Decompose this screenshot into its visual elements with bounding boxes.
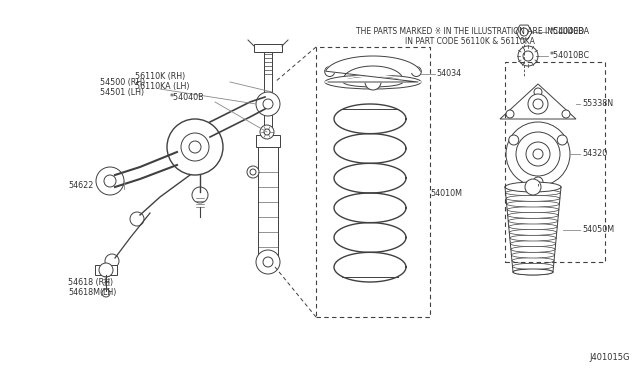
Ellipse shape (510, 235, 556, 241)
Circle shape (562, 110, 570, 118)
Ellipse shape (513, 269, 553, 275)
Ellipse shape (513, 269, 553, 275)
Polygon shape (500, 84, 576, 119)
Circle shape (167, 119, 223, 175)
Circle shape (264, 129, 270, 135)
Polygon shape (325, 56, 421, 82)
Text: THE PARTS MARKED ※ IN THE ILLUSTRATION ARE INCLUDED
IN PART CODE 56110K & 56110K: THE PARTS MARKED ※ IN THE ILLUSTRATION A… (356, 27, 584, 46)
Circle shape (250, 169, 256, 175)
Text: 54501 (LH): 54501 (LH) (100, 89, 144, 97)
Ellipse shape (325, 75, 421, 89)
Circle shape (256, 92, 280, 116)
Ellipse shape (509, 224, 557, 230)
Circle shape (260, 125, 274, 139)
Ellipse shape (508, 212, 558, 218)
Circle shape (365, 74, 381, 90)
Ellipse shape (509, 229, 557, 235)
Ellipse shape (511, 252, 555, 258)
Circle shape (506, 110, 514, 118)
Circle shape (509, 135, 519, 145)
Text: 54034: 54034 (436, 70, 461, 78)
Circle shape (263, 99, 273, 109)
Circle shape (96, 167, 124, 195)
Circle shape (516, 132, 560, 176)
Circle shape (130, 212, 144, 226)
Circle shape (523, 51, 533, 61)
Bar (256, 135, 280, 147)
Circle shape (247, 166, 259, 178)
Circle shape (533, 149, 543, 159)
Ellipse shape (511, 246, 555, 252)
Text: *54010BC: *54010BC (550, 51, 590, 61)
Ellipse shape (507, 207, 559, 213)
Text: 54010M: 54010M (430, 189, 462, 198)
Bar (254, 44, 282, 52)
Circle shape (256, 250, 280, 274)
Circle shape (557, 135, 567, 145)
Circle shape (518, 46, 538, 66)
Circle shape (104, 175, 116, 187)
Bar (95, 265, 117, 275)
Ellipse shape (507, 201, 559, 207)
Text: 55338N: 55338N (582, 99, 613, 109)
Ellipse shape (512, 258, 554, 264)
Text: *54040BA: *54040BA (550, 28, 590, 36)
Ellipse shape (510, 241, 556, 247)
Text: 54618 (RH): 54618 (RH) (68, 279, 113, 288)
Text: 54320: 54320 (582, 150, 607, 158)
Text: 54618M(LH): 54618M(LH) (68, 289, 116, 298)
Circle shape (526, 142, 550, 166)
Text: J401015G: J401015G (589, 353, 630, 362)
Circle shape (324, 67, 335, 77)
Circle shape (263, 257, 273, 267)
Bar (264, 52, 272, 137)
Bar (258, 137, 278, 257)
Circle shape (520, 28, 528, 36)
Text: 54622: 54622 (68, 182, 93, 190)
Circle shape (181, 133, 209, 161)
Circle shape (105, 254, 119, 268)
Circle shape (506, 122, 570, 186)
Circle shape (192, 187, 208, 203)
Ellipse shape (506, 195, 560, 201)
Circle shape (525, 179, 541, 195)
Circle shape (534, 88, 542, 96)
Circle shape (99, 263, 113, 277)
Polygon shape (516, 25, 532, 39)
Circle shape (102, 289, 110, 297)
Text: 56110KA (LH): 56110KA (LH) (135, 81, 189, 90)
Circle shape (412, 67, 421, 77)
Ellipse shape (343, 77, 403, 87)
Circle shape (189, 141, 201, 153)
Ellipse shape (508, 218, 558, 224)
Text: 54500 (RH): 54500 (RH) (100, 78, 145, 87)
Ellipse shape (513, 263, 554, 269)
Text: 56110K (RH): 56110K (RH) (135, 71, 185, 80)
Text: *54040B: *54040B (170, 93, 205, 102)
Circle shape (528, 94, 548, 114)
Ellipse shape (505, 182, 561, 192)
Polygon shape (180, 127, 213, 167)
Circle shape (533, 99, 543, 109)
Circle shape (533, 177, 543, 187)
Ellipse shape (506, 190, 561, 196)
Text: 54050M: 54050M (582, 225, 614, 234)
Ellipse shape (505, 184, 561, 190)
